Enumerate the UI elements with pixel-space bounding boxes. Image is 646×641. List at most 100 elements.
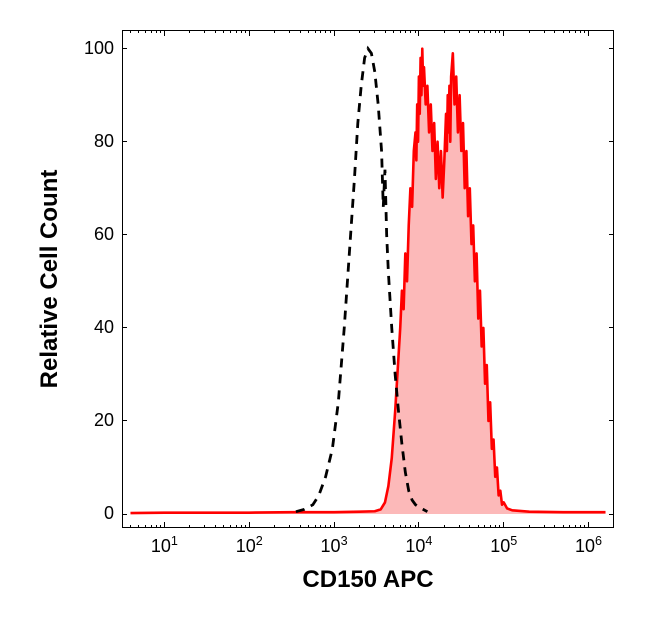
x-tick-label: 101 bbox=[144, 534, 184, 557]
x-tick-mark-top bbox=[418, 30, 419, 36]
x-minor-tick bbox=[580, 525, 581, 528]
x-tick-label: 106 bbox=[569, 534, 609, 557]
y-tick-mark-right bbox=[609, 48, 614, 49]
x-minor-tick-top bbox=[215, 30, 216, 33]
x-minor-tick bbox=[529, 525, 530, 528]
x-tick-mark bbox=[588, 522, 589, 528]
x-tick-mark bbox=[334, 522, 335, 528]
x-minor-tick bbox=[151, 525, 152, 528]
x-minor-tick bbox=[478, 525, 479, 528]
y-tick-mark bbox=[122, 48, 127, 49]
x-minor-tick-top bbox=[325, 30, 326, 33]
x-minor-tick bbox=[415, 525, 416, 528]
x-minor-tick bbox=[400, 525, 401, 528]
x-minor-tick bbox=[469, 525, 470, 528]
y-tick-mark-right bbox=[609, 514, 614, 515]
x-minor-tick bbox=[223, 525, 224, 528]
x-minor-tick bbox=[575, 525, 576, 528]
x-minor-tick bbox=[330, 525, 331, 528]
y-tick-mark bbox=[122, 420, 127, 421]
y-tick-label: 100 bbox=[72, 38, 114, 59]
x-minor-tick bbox=[359, 525, 360, 528]
y-tick-label: 20 bbox=[72, 410, 114, 431]
y-tick-mark bbox=[122, 514, 127, 515]
x-tick-mark bbox=[249, 522, 250, 528]
x-tick-label: 103 bbox=[314, 534, 354, 557]
x-minor-tick bbox=[459, 525, 460, 528]
x-minor-tick-top bbox=[478, 30, 479, 33]
x-minor-tick-top bbox=[569, 30, 570, 33]
x-minor-tick-top bbox=[145, 30, 146, 33]
x-tick-mark bbox=[503, 522, 504, 528]
x-minor-tick bbox=[189, 525, 190, 528]
x-minor-tick-top bbox=[469, 30, 470, 33]
x-tick-mark-top bbox=[249, 30, 250, 36]
x-minor-tick-top bbox=[393, 30, 394, 33]
x-minor-tick-top bbox=[230, 30, 231, 33]
x-minor-tick-top bbox=[274, 30, 275, 33]
x-minor-tick-top bbox=[320, 30, 321, 33]
x-minor-tick bbox=[308, 525, 309, 528]
x-minor-tick bbox=[584, 525, 585, 528]
x-minor-tick bbox=[410, 525, 411, 528]
x-minor-tick bbox=[374, 525, 375, 528]
x-minor-tick-top bbox=[459, 30, 460, 33]
y-tick-mark bbox=[122, 141, 127, 142]
x-minor-tick-top bbox=[584, 30, 585, 33]
x-minor-tick bbox=[145, 525, 146, 528]
x-axis-label: CD150 APC bbox=[268, 566, 468, 594]
x-minor-tick bbox=[315, 525, 316, 528]
x-minor-tick-top bbox=[151, 30, 152, 33]
plot-area bbox=[122, 30, 614, 528]
x-minor-tick bbox=[245, 525, 246, 528]
x-minor-tick bbox=[490, 525, 491, 528]
x-minor-tick bbox=[230, 525, 231, 528]
x-minor-tick-top bbox=[223, 30, 224, 33]
x-tick-label: 105 bbox=[484, 534, 524, 557]
x-minor-tick-top bbox=[554, 30, 555, 33]
x-minor-tick bbox=[393, 525, 394, 528]
x-minor-tick bbox=[160, 525, 161, 528]
x-minor-tick-top bbox=[385, 30, 386, 33]
x-minor-tick-top bbox=[484, 30, 485, 33]
x-minor-tick-top bbox=[160, 30, 161, 33]
y-tick-mark-right bbox=[609, 327, 614, 328]
x-minor-tick bbox=[289, 525, 290, 528]
y-tick-label: 80 bbox=[72, 131, 114, 152]
x-minor-tick-top bbox=[580, 30, 581, 33]
x-minor-tick-top bbox=[415, 30, 416, 33]
x-minor-tick bbox=[274, 525, 275, 528]
x-minor-tick-top bbox=[241, 30, 242, 33]
x-minor-tick bbox=[204, 525, 205, 528]
x-minor-tick bbox=[320, 525, 321, 528]
x-minor-tick bbox=[300, 525, 301, 528]
x-minor-tick-top bbox=[138, 30, 139, 33]
x-minor-tick bbox=[215, 525, 216, 528]
x-tick-mark-top bbox=[588, 30, 589, 36]
y-tick-mark-right bbox=[609, 420, 614, 421]
x-minor-tick bbox=[156, 525, 157, 528]
x-minor-tick bbox=[554, 525, 555, 528]
x-minor-tick-top bbox=[130, 30, 131, 33]
x-minor-tick-top bbox=[156, 30, 157, 33]
x-minor-tick-top bbox=[236, 30, 237, 33]
y-tick-mark bbox=[122, 234, 127, 235]
x-minor-tick-top bbox=[529, 30, 530, 33]
y-tick-mark bbox=[122, 327, 127, 328]
x-minor-tick bbox=[241, 525, 242, 528]
x-minor-tick-top bbox=[410, 30, 411, 33]
x-minor-tick bbox=[484, 525, 485, 528]
x-minor-tick-top bbox=[563, 30, 564, 33]
x-minor-tick bbox=[569, 525, 570, 528]
x-minor-tick bbox=[563, 525, 564, 528]
x-minor-tick-top bbox=[400, 30, 401, 33]
x-tick-label: 102 bbox=[229, 534, 269, 557]
y-tick-mark-right bbox=[609, 141, 614, 142]
y-tick-label: 40 bbox=[72, 317, 114, 338]
x-minor-tick-top bbox=[308, 30, 309, 33]
x-minor-tick-top bbox=[374, 30, 375, 33]
x-minor-tick-top bbox=[204, 30, 205, 33]
x-minor-tick bbox=[130, 525, 131, 528]
x-minor-tick bbox=[495, 525, 496, 528]
x-minor-tick-top bbox=[300, 30, 301, 33]
